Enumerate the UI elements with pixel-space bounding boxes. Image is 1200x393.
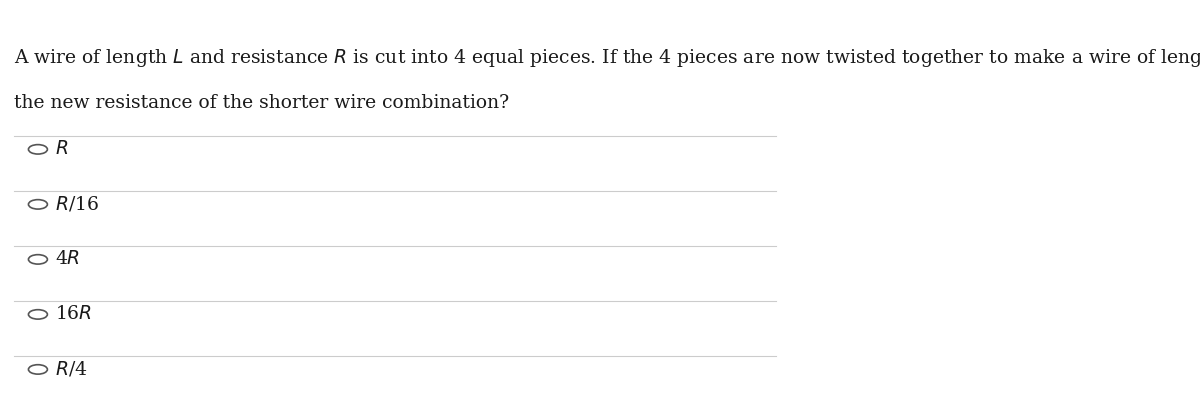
Text: 16$R$: 16$R$ [55,305,92,323]
Text: $R$/16: $R$/16 [55,195,100,214]
Text: A wire of length $L$ and resistance $R$ is cut into 4 equal pieces. If the 4 pie: A wire of length $L$ and resistance $R$ … [14,47,1200,69]
Text: $R$: $R$ [55,140,68,158]
Text: 4$R$: 4$R$ [55,250,80,268]
Text: the new resistance of the shorter wire combination?: the new resistance of the shorter wire c… [14,94,509,112]
Text: $R$/4: $R$/4 [55,360,88,379]
